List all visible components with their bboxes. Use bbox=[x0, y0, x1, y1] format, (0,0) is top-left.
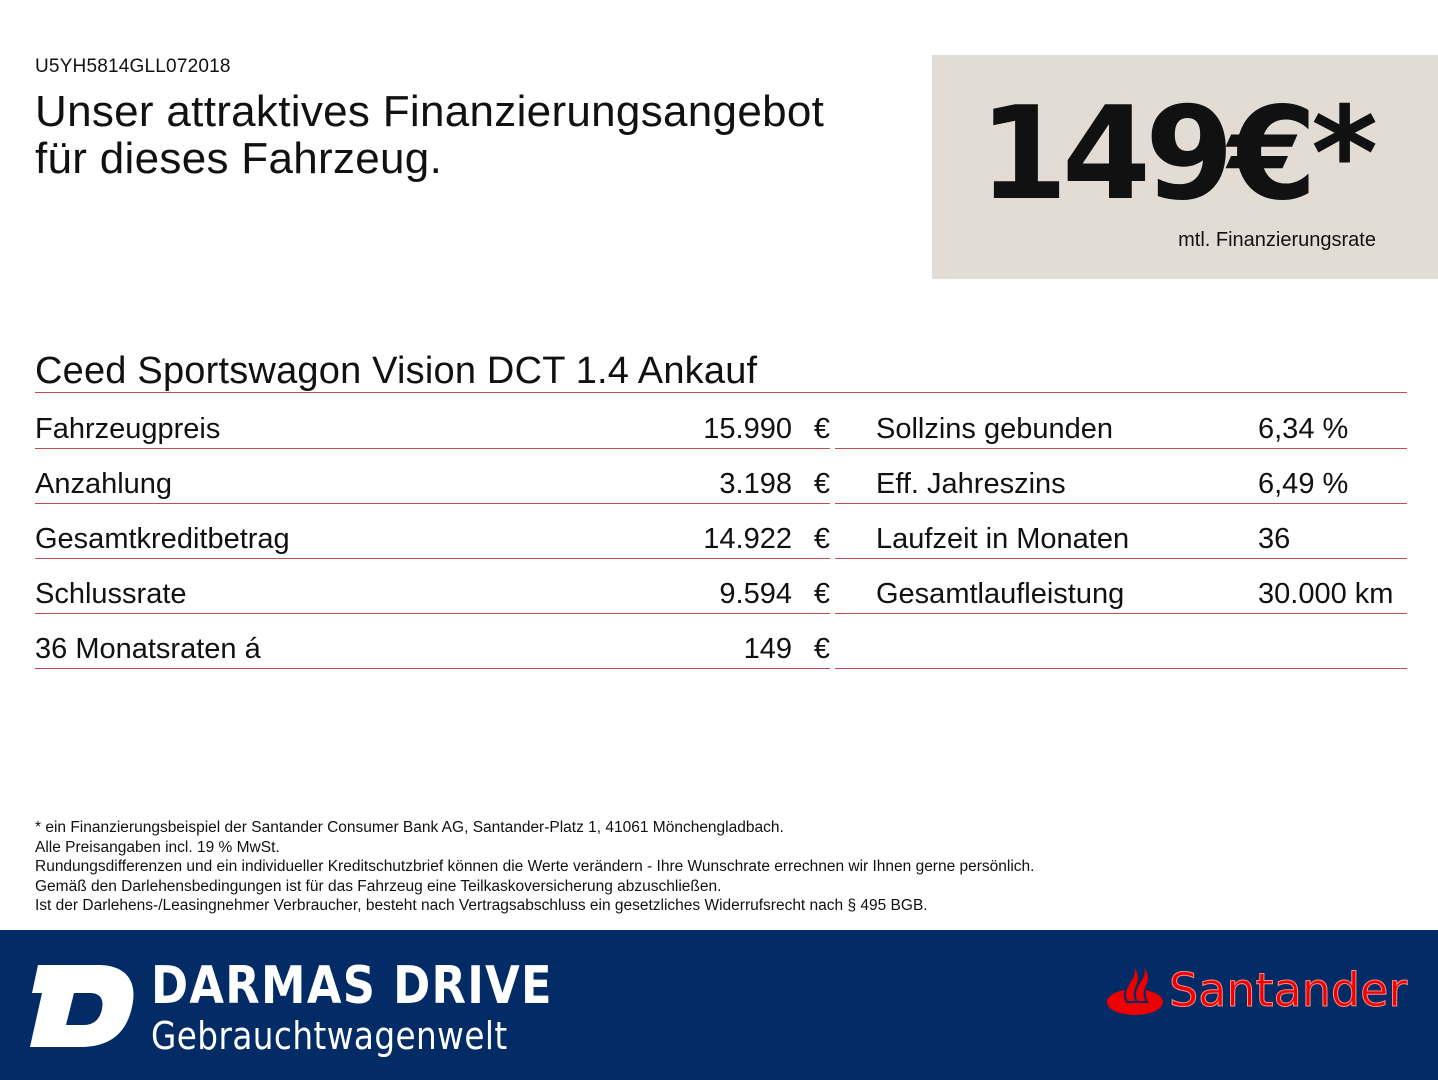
table-row: Gesamtlaufleistung 30.000 km bbox=[835, 559, 1407, 614]
table-row-empty bbox=[835, 614, 1407, 669]
row-label: Laufzeit in Monaten bbox=[876, 523, 1130, 555]
row-unit: € bbox=[813, 413, 830, 445]
row-label: Gesamtlaufleistung bbox=[876, 578, 1125, 610]
disclaimer-line: Ist der Darlehens-/Leasingnehmer Verbrau… bbox=[35, 897, 928, 915]
partner-name: Santander bbox=[1168, 963, 1408, 1018]
table-row: Fahrzeugpreis 15.990 € bbox=[35, 394, 830, 449]
row-unit: € bbox=[813, 468, 830, 500]
row-label: Gesamtkreditbetrag bbox=[35, 523, 290, 555]
darmas-drive-logo-icon bbox=[30, 965, 134, 1047]
disclaimer-line: Alle Preisangaben incl. 19 % MwSt. bbox=[35, 838, 280, 856]
footer-banner: DARMAS DRIVE Gebrauchtwagenwelt Santande… bbox=[0, 930, 1438, 1080]
row-value: 6,49 % bbox=[1258, 468, 1349, 500]
financing-table-right: Sollzins gebunden 6,34 % Eff. Jahreszins… bbox=[835, 394, 1407, 669]
row-value: 15.990 bbox=[703, 413, 792, 445]
brand-subtitle: Gebrauchtwagenwelt bbox=[151, 1014, 508, 1058]
row-label: Sollzins gebunden bbox=[876, 413, 1114, 445]
row-unit: € bbox=[813, 578, 830, 610]
row-label: Eff. Jahreszins bbox=[876, 468, 1066, 500]
disclaimer-line: Gemäß den Darlehensbedingungen ist für d… bbox=[35, 877, 722, 895]
row-unit: € bbox=[813, 523, 830, 555]
monthly-rate-amount: 149€* bbox=[978, 80, 1378, 229]
row-value: 14.922 bbox=[703, 523, 792, 555]
row-unit: € bbox=[813, 633, 830, 665]
table-row: Gesamtkreditbetrag 14.922 € bbox=[35, 504, 830, 559]
table-row: Schlussrate 9.594 € bbox=[35, 559, 830, 614]
santander-flame-icon bbox=[1107, 962, 1163, 1015]
headline-line-2: für dieses Fahrzeug. bbox=[35, 134, 443, 183]
row-label: Schlussrate bbox=[35, 578, 187, 610]
headline-line-1: Unser attraktives Finanzierungsangebot bbox=[35, 87, 825, 136]
row-label: 36 Monatsraten á bbox=[35, 633, 261, 665]
table-row: Eff. Jahreszins 6,49 % bbox=[835, 449, 1407, 504]
table-row: Laufzeit in Monaten 36 bbox=[835, 504, 1407, 559]
row-label: Anzahlung bbox=[35, 468, 173, 500]
table-row: Anzahlung 3.198 € bbox=[35, 449, 830, 504]
table-row: 36 Monatsraten á 149 € bbox=[35, 614, 830, 669]
brand-title: DARMAS DRIVE bbox=[151, 956, 553, 1016]
legal-disclaimer: * ein Finanzierungsbeispiel der Santande… bbox=[35, 818, 1034, 916]
row-label: Fahrzeugpreis bbox=[35, 413, 221, 445]
monthly-rate-caption: mtl. Finanzierungsrate bbox=[1178, 229, 1376, 251]
disclaimer-line: Rundungsdifferenzen und ein individuelle… bbox=[35, 858, 1035, 876]
row-value: 149 bbox=[743, 633, 792, 665]
row-value: 9.594 bbox=[719, 578, 792, 610]
row-value: 36 bbox=[1258, 523, 1291, 555]
model-title: Ceed Sportswagon Vision DCT 1.4 Ankauf bbox=[35, 350, 1407, 393]
vehicle-id: U5YH5814GLL072018 bbox=[35, 56, 231, 77]
row-value: 6,34 % bbox=[1258, 413, 1349, 445]
page-headline: Unser attraktives Finanzierungsangebot f… bbox=[35, 88, 824, 182]
row-value: 3.198 bbox=[719, 468, 792, 500]
santander-logo: Santander bbox=[1105, 960, 1408, 1020]
row-value: 30.000 km bbox=[1258, 578, 1394, 610]
monthly-rate-box: 149€* mtl. Finanzierungsrate bbox=[932, 55, 1438, 279]
disclaimer-line: * ein Finanzierungsbeispiel der Santande… bbox=[35, 819, 784, 836]
table-row: Sollzins gebunden 6,34 % bbox=[835, 394, 1407, 449]
financing-table-left: Fahrzeugpreis 15.990 € Anzahlung 3.198 €… bbox=[35, 394, 830, 669]
